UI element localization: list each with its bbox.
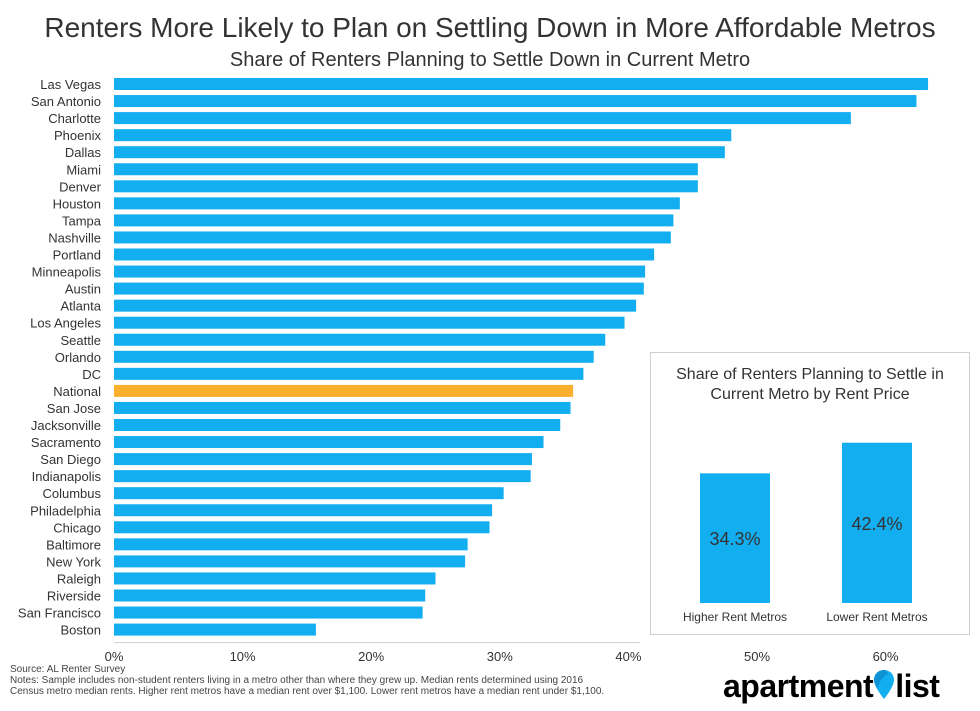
category-label: Atlanta [61, 299, 102, 314]
category-label: Sacramento [31, 435, 101, 450]
chart-title: Renters More Likely to Plan on Settling … [44, 12, 936, 43]
bar-nashville [114, 231, 671, 244]
bar-dallas [114, 146, 725, 159]
logo-text-apartment: apartment [723, 668, 874, 704]
category-label: San Jose [47, 401, 101, 416]
apartment-list-logo: apartment list [723, 668, 940, 705]
category-label: Baltimore [46, 537, 101, 552]
bar-austin [114, 282, 644, 295]
category-label: National [53, 384, 101, 399]
category-label: Orlando [55, 350, 101, 365]
x-tick-label: 0% [105, 649, 124, 664]
bar-jacksonville [114, 419, 561, 431]
bar-los-angeles [114, 316, 625, 329]
bar-phoenix [114, 129, 732, 142]
bar-las-vegas [114, 78, 929, 90]
bar-riverside [114, 589, 426, 602]
bar-national [114, 384, 574, 397]
inset-data-label: 42.4% [851, 514, 902, 534]
category-label: Minneapolis [32, 265, 102, 280]
category-label: Columbus [42, 486, 101, 501]
category-label: Tampa [62, 213, 102, 228]
category-label: Denver [59, 179, 102, 194]
category-label: Los Angeles [30, 316, 101, 331]
x-tick-label: 30% [487, 649, 513, 664]
footer-source: Source: AL Renter Survey [10, 664, 126, 675]
bar-tampa [114, 214, 674, 227]
bar-boston [114, 623, 316, 636]
category-label: Chicago [53, 520, 101, 535]
inset-title-bold: Share [676, 366, 719, 383]
inset-data-label: 34.3% [709, 529, 760, 549]
category-label: Miami [66, 162, 101, 177]
category-label: Las Vegas [40, 77, 101, 92]
x-tick-label: 40% [615, 649, 641, 664]
category-label: Seattle [61, 333, 101, 348]
category-label: DC [82, 367, 101, 382]
x-tick-label: 60% [873, 649, 899, 664]
inset-title: Share of Renters Planning to Settle in C… [651, 365, 969, 405]
category-label: Indianapolis [32, 469, 102, 484]
x-tick-label: 10% [230, 649, 256, 664]
chart-subtitle: Share of Renters Planning to Settle Down… [229, 49, 751, 71]
x-tick-label: 50% [744, 649, 770, 664]
inset-bar-higher-rent-metros [700, 473, 770, 603]
inset-category-label: Lower Rent Metros [826, 610, 927, 624]
category-label: San Antonio [31, 94, 101, 109]
bar-miami [114, 163, 698, 176]
bar-baltimore [114, 538, 468, 551]
inset-title-rest: of Renters Planning to Settle in [718, 366, 944, 383]
bar-seattle [114, 333, 606, 346]
bar-houston [114, 197, 680, 210]
category-label: Charlotte [48, 111, 101, 126]
category-label: Austin [65, 282, 101, 297]
bar-atlanta [114, 299, 637, 312]
inset-bar-lower-rent-metros [842, 442, 912, 603]
bar-san-francisco [114, 606, 423, 619]
category-label: Dallas [65, 145, 102, 160]
logo-text-list: list [895, 668, 940, 704]
bar-sacramento [114, 436, 544, 449]
bar-new-york [114, 555, 466, 568]
bar-philadelphia [114, 504, 493, 517]
bar-minneapolis [114, 265, 646, 278]
category-label: Phoenix [54, 128, 101, 143]
inset-title-line2: Current Metro by Rent Price [710, 386, 910, 403]
bar-portland [114, 248, 655, 261]
category-label: Boston [61, 623, 101, 638]
bar-orlando [114, 350, 594, 363]
bar-san-diego [114, 453, 532, 466]
bar-san-antonio [114, 95, 917, 108]
category-label: Nashville [48, 230, 101, 245]
category-label: Raleigh [57, 571, 101, 586]
bar-raleigh [114, 572, 436, 585]
inset-panel: 34.3% Higher Rent Metros 42.4% Lower Rent M… [650, 352, 970, 635]
category-label: New York [46, 554, 101, 569]
x-tick-label: 20% [358, 649, 384, 664]
inset-category-label: Higher Rent Metros [683, 610, 787, 624]
category-label: Philadelphia [30, 503, 102, 518]
inset-bar-chart: 34.3% Higher Rent Metros 42.4% Lower Rent M… [683, 442, 928, 624]
footer-note-1: Notes: Sample includes non-student rente… [10, 675, 584, 686]
bar-dc [114, 367, 584, 380]
bar-charlotte [114, 112, 851, 125]
footer-note-2: Census metro median rents. Higher rent m… [10, 686, 605, 697]
category-label: San Francisco [18, 606, 101, 621]
category-label: Portland [53, 248, 101, 263]
map-pin-icon [874, 670, 895, 699]
footer-notes: Source: AL Renter Survey Notes: Sample i… [10, 664, 604, 697]
bar-indianapolis [114, 470, 531, 483]
bar-san-jose [114, 401, 571, 414]
bar-chicago [114, 521, 490, 534]
bar-columbus [114, 487, 504, 500]
category-label: San Diego [40, 452, 101, 467]
category-label: Jacksonville [31, 418, 101, 433]
category-label: Riverside [47, 589, 101, 604]
category-label: Houston [53, 196, 101, 211]
bar-denver [114, 180, 698, 193]
